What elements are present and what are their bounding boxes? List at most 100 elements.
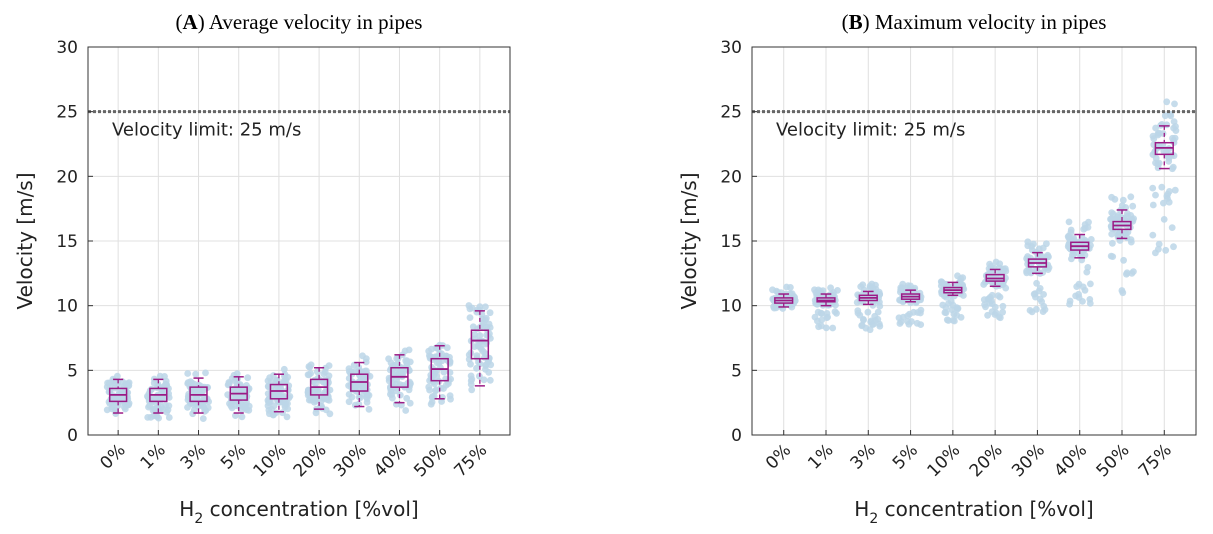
x-axis-label-b: H2 concentration [%vol] — [854, 497, 1093, 527]
scatter-point — [1159, 141, 1167, 149]
y-axis-label-b: Velocity [m/s] — [677, 172, 701, 309]
scatter-point — [307, 361, 315, 369]
panel-letter-b: B — [849, 10, 863, 34]
scatter-point — [112, 406, 119, 414]
scatter-point — [770, 296, 777, 303]
scatter-point — [320, 370, 328, 378]
scatter-point — [1039, 244, 1047, 252]
scatter-point — [202, 369, 209, 377]
scatter-point — [984, 311, 991, 319]
scatter-point — [392, 400, 400, 408]
x-tick-label: 5% — [217, 440, 250, 473]
scatter-point — [124, 380, 132, 387]
scatter-point — [1026, 307, 1034, 314]
y-tick-label: 5 — [731, 361, 742, 381]
x-axis-label-sub-a: 2 — [194, 511, 203, 527]
scatter-point — [995, 313, 1003, 321]
scatter-point — [1044, 251, 1052, 259]
scatter-point — [326, 410, 334, 418]
scatter-point — [162, 377, 170, 385]
scatter-point — [466, 314, 474, 321]
scatter-point — [872, 317, 879, 324]
scatter-point — [476, 332, 484, 339]
scatter-point — [904, 318, 912, 325]
scatter-point — [1070, 235, 1078, 242]
scatter-point — [429, 356, 437, 363]
scatter-point — [1079, 283, 1087, 291]
y-tick-label: 15 — [720, 232, 742, 252]
scatter-point — [325, 372, 333, 380]
scatter-point — [834, 287, 841, 294]
scatter-point — [391, 367, 399, 374]
y-tick-label: 10 — [720, 297, 742, 317]
y-tick-label: 25 — [56, 103, 78, 123]
x-tick-label: 0% — [96, 440, 129, 473]
scatter-point — [279, 409, 286, 417]
y-tick-label: 30 — [720, 38, 742, 58]
scatter-point — [1123, 269, 1131, 277]
scatter-point — [996, 260, 1004, 268]
scatter-point — [860, 316, 867, 324]
scatter-point — [999, 302, 1007, 310]
scatter-point — [1161, 112, 1169, 120]
chart-title-b: (B) Maximum velocity in pipes — [842, 10, 1107, 34]
scatter-point — [147, 397, 155, 404]
scatter-point — [957, 314, 965, 321]
scatter-point — [200, 395, 208, 402]
scatter-point — [1165, 198, 1173, 206]
x-tick-label: 40% — [1050, 440, 1091, 481]
scatter-point — [238, 413, 246, 421]
scatter-point — [403, 394, 411, 402]
scatter-point — [304, 371, 312, 379]
scatter-point — [272, 390, 280, 398]
scatter-point — [1171, 186, 1179, 194]
scatter-point — [473, 352, 481, 359]
scatter-point — [188, 379, 196, 387]
x-tick-label: 20% — [290, 440, 331, 481]
scatter-point — [787, 284, 794, 291]
scatter-point — [473, 364, 480, 372]
scatter-point — [770, 304, 778, 312]
scatter-point — [956, 278, 964, 285]
scatter-point — [818, 310, 825, 317]
scatter-point — [388, 391, 396, 398]
scatter-point — [269, 411, 277, 419]
scatter-point — [988, 291, 996, 299]
scatter-point — [874, 308, 882, 316]
scatter-point — [1111, 195, 1119, 203]
scatter-point — [184, 370, 192, 377]
scatter-point — [939, 301, 947, 309]
scatter-point — [320, 378, 327, 386]
scatter-point — [199, 415, 207, 422]
y-tick-label: 15 — [56, 232, 78, 252]
scatter-point — [359, 352, 366, 360]
scatter-point — [363, 399, 371, 406]
scatter-point — [1086, 300, 1094, 307]
scatter-point — [1067, 229, 1075, 237]
scatter-point — [1109, 253, 1117, 260]
scatter-point — [1065, 218, 1073, 226]
x-axis-label-sub-b: 2 — [869, 511, 878, 527]
scatter-point — [1085, 218, 1092, 226]
y-ticks-a: 0 5 10 15 20 25 30 — [56, 38, 93, 446]
scatter-point — [1152, 154, 1160, 162]
x-tick-label: 40% — [370, 440, 411, 481]
scatter-point — [362, 358, 370, 366]
scatter-point — [896, 296, 904, 304]
scatter-point — [1149, 231, 1157, 239]
y-tick-label: 10 — [56, 297, 78, 317]
scatter-point — [1129, 202, 1137, 210]
scatter-point — [862, 324, 870, 332]
scatter-point — [1130, 268, 1137, 275]
x-ticks-a: 0% 1% 3% 5% 10% 20% 30% 40% 50% 75% — [96, 430, 491, 481]
panel-a: Velocity limit: 25 m/s 0 5 10 15 20 25 30 0% 1%… — [13, 10, 511, 527]
scatter-point — [1155, 240, 1163, 248]
scatter-point — [233, 370, 241, 377]
scatter-point — [480, 376, 488, 384]
scatter-point — [769, 286, 776, 294]
scatter-point — [486, 376, 494, 384]
y-tick-label: 20 — [720, 167, 742, 187]
scatter-point — [996, 293, 1004, 301]
scatter-point — [402, 407, 410, 414]
scatter-point — [876, 302, 884, 310]
